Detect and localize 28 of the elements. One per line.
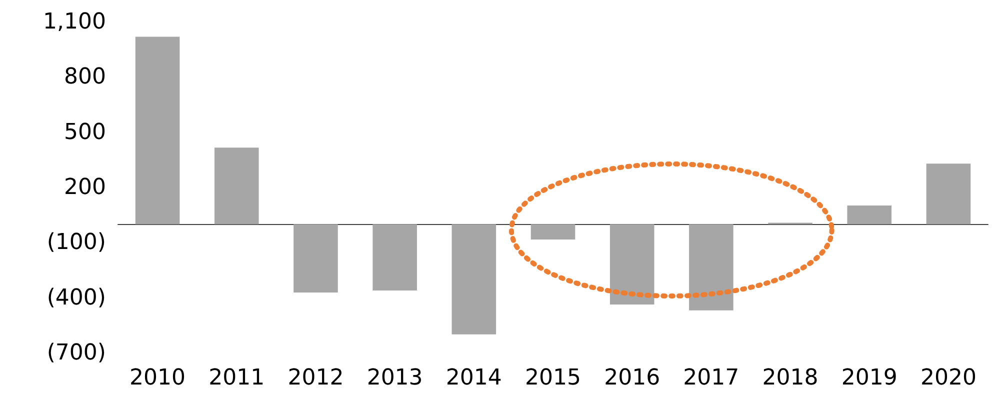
y-tick-label: 800 bbox=[64, 64, 106, 90]
x-tick-label: 2017 bbox=[683, 366, 740, 390]
bar bbox=[135, 36, 180, 224]
bar bbox=[372, 224, 417, 290]
y-tick-label: (400) bbox=[46, 285, 106, 310]
x-tick-label: 2013 bbox=[366, 366, 423, 390]
x-tick-label: 2020 bbox=[920, 366, 976, 390]
bar bbox=[689, 224, 734, 310]
y-tick-label: (700) bbox=[46, 340, 106, 366]
y-tick-label: 500 bbox=[64, 120, 106, 145]
bar bbox=[214, 148, 259, 224]
x-tick-label: 2019 bbox=[841, 366, 898, 390]
x-tick-label: 2018 bbox=[762, 366, 818, 390]
x-tick-label: 2016 bbox=[604, 366, 660, 390]
x-tick-label: 2015 bbox=[525, 366, 581, 390]
bar bbox=[294, 224, 338, 292]
bar bbox=[847, 206, 892, 224]
bar bbox=[452, 224, 496, 334]
x-tick-label: 2014 bbox=[446, 366, 502, 390]
x-tick-label: 2011 bbox=[208, 366, 265, 390]
x-tick-label: 2012 bbox=[288, 366, 344, 390]
bar bbox=[926, 164, 971, 224]
y-tick-label: 1,100 bbox=[43, 10, 106, 34]
bar bbox=[610, 224, 654, 304]
y-tick-label: 200 bbox=[64, 175, 106, 200]
y-tick-label: (100) bbox=[46, 230, 106, 256]
bar bbox=[530, 224, 576, 240]
x-tick-label: 2010 bbox=[130, 366, 186, 390]
